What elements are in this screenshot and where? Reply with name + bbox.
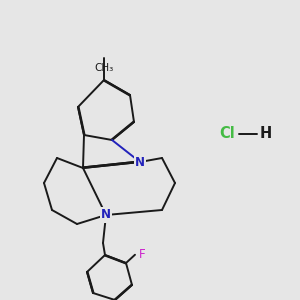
Text: N: N [135,155,145,169]
Text: CH₃: CH₃ [94,62,114,73]
Text: Cl: Cl [219,126,235,141]
Text: N: N [101,208,111,221]
Text: F: F [139,248,145,261]
Text: H: H [260,126,272,141]
